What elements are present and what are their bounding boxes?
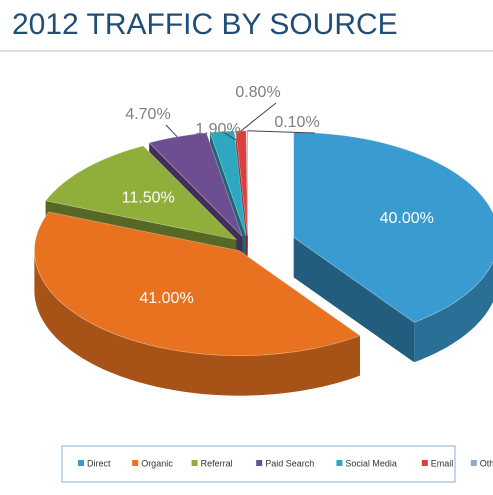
slice-side	[293, 237, 415, 363]
data-label: 41.00%	[139, 290, 193, 307]
leader-line	[247, 130, 316, 134]
leader-line	[165, 124, 178, 138]
legend-label: Organic	[141, 458, 173, 468]
legend: Direct Organic Referral Paid Search Social M…	[78, 458, 493, 468]
slice	[44, 145, 238, 241]
slice-side	[246, 130, 248, 276]
slice-rim	[34, 250, 360, 396]
data-label: 0.80%	[235, 84, 280, 101]
data-label: 40.00%	[380, 210, 434, 227]
legend-swatch	[256, 460, 263, 466]
legend-label: Social Media	[345, 458, 397, 468]
data-label: 4.70%	[125, 106, 170, 123]
legend-label: Other	[480, 458, 493, 468]
data-label: 0.10%	[274, 114, 319, 131]
slice	[33, 211, 361, 357]
legend-label: Paid Search	[265, 458, 314, 468]
slice	[148, 132, 243, 237]
leader-line	[240, 102, 277, 132]
data-labels: 40.00% 41.00% 11.50% 4.70% 1.90% 0.80% 0.10%	[122, 84, 434, 307]
legend-swatch	[132, 460, 139, 466]
title-rule	[0, 50, 493, 52]
legend-swatch	[470, 460, 477, 466]
slice	[209, 130, 247, 236]
legend-label: Email	[431, 458, 454, 468]
legend-label: Referral	[201, 458, 233, 468]
leader-line	[221, 131, 237, 141]
slice	[293, 131, 493, 323]
data-label: 11.50%	[122, 190, 175, 207]
data-label: 1.90%	[195, 121, 240, 138]
legend-swatch	[421, 460, 428, 466]
slice-tops	[33, 130, 493, 357]
slice-rim	[414, 261, 493, 363]
legend-swatch	[336, 460, 343, 466]
chart-title: 2012 TRAFFIC BY SOURCE	[12, 8, 398, 41]
legend-swatch	[191, 460, 198, 466]
legend-swatch	[78, 460, 84, 466]
legend-label: Direct	[87, 458, 111, 468]
